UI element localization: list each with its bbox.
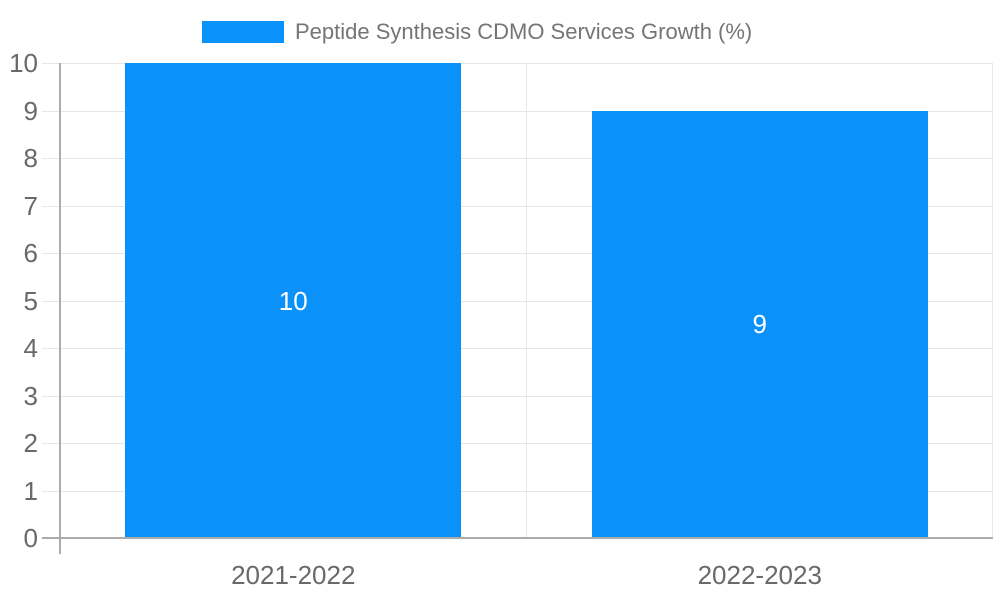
y-gridline — [60, 110, 993, 112]
bar-value-label: 9 — [752, 309, 767, 340]
y-gridline — [60, 158, 993, 159]
plot-area: 10 9 — [60, 63, 993, 538]
y-gridline — [60, 490, 993, 492]
y-axis-tick-label: 0 — [23, 523, 38, 553]
y-axis-tick-label: 8 — [23, 143, 38, 173]
legend-swatch — [202, 21, 284, 43]
y-axis-tick-label: 10 — [9, 48, 38, 78]
y-axis-tick-label: 1 — [23, 475, 38, 506]
bar-2022-2023[interactable] — [591, 110, 928, 538]
y-axis-tick — [42, 300, 60, 302]
bar-2021-2022[interactable] — [125, 63, 462, 538]
legend-item[interactable]: Peptide Synthesis CDMO Services Growth (… — [202, 19, 753, 44]
x-axis-line — [42, 537, 993, 539]
y-gridline — [60, 205, 993, 207]
x-axis-category-label: 2022-2023 — [697, 560, 822, 590]
y-axis-tick-label: 4 — [23, 333, 38, 363]
bar-value-label: 10 — [278, 285, 308, 316]
y-axis-tick-label: 5 — [23, 285, 38, 316]
y-axis-line — [59, 63, 61, 554]
x-axis-category-label: 2021-2022 — [231, 560, 356, 590]
y-axis-tick — [42, 253, 60, 254]
y-axis-tick — [42, 395, 60, 397]
y-axis-tick — [42, 490, 60, 492]
plot-right-border — [992, 63, 993, 538]
y-axis-tick — [42, 110, 60, 112]
category-separator-gridline — [525, 63, 527, 538]
y-axis-tick — [42, 348, 60, 349]
y-gridline — [60, 443, 993, 444]
y-axis-tick — [42, 63, 60, 64]
y-axis-tick — [42, 205, 60, 207]
y-axis-tick-label: 3 — [23, 380, 38, 411]
y-gridline — [60, 253, 993, 254]
y-axis-tick — [42, 443, 60, 444]
y-gridline — [60, 63, 993, 64]
y-axis-tick-label: 2 — [23, 428, 38, 458]
y-axis-tick-label: 9 — [23, 95, 38, 126]
y-axis-tick — [42, 158, 60, 159]
legend-label: Peptide Synthesis CDMO Services Growth (… — [295, 19, 753, 44]
y-gridline — [60, 395, 993, 397]
y-gridline — [60, 348, 993, 349]
y-gridline — [60, 300, 993, 302]
y-axis-tick-label: 6 — [23, 238, 38, 268]
y-axis-tick-label: 7 — [23, 190, 38, 221]
